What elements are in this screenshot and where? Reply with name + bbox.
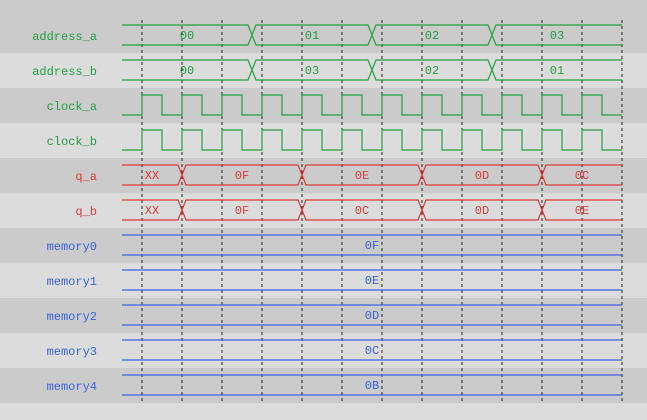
bus-value: 0D [475, 169, 489, 183]
bus-value: 00 [180, 64, 194, 78]
signal-label: clock_a [47, 100, 97, 114]
row-band [0, 158, 647, 193]
bus-value: 01 [550, 64, 564, 78]
header-band [0, 0, 647, 18]
row-band [0, 368, 647, 403]
row-band [0, 298, 647, 333]
bus-value: 0C [575, 169, 589, 183]
bus-value: XX [145, 204, 159, 218]
signal-label: memory3 [47, 345, 97, 359]
signal-label: q_b [75, 205, 97, 219]
row-band [0, 88, 647, 123]
clock-wave [122, 94, 622, 116]
signal-label: q_a [75, 170, 97, 184]
bus-value: 0B [365, 379, 379, 393]
bus-segment [122, 234, 622, 256]
bus-segment [491, 59, 622, 81]
bus-value: 01 [305, 29, 319, 43]
signal-q_a: q_a XX 0F 0E 0D 0C [75, 164, 622, 186]
signal-address_a: address_a 00 01 02 03 [32, 24, 622, 46]
signal-memory1: memory1 0E [47, 269, 622, 291]
signal-memory3: memory3 0C [47, 339, 622, 361]
signal-clock_b: clock_b [47, 129, 622, 151]
bus-segment [541, 164, 622, 186]
signal-address_b: address_b 00 03 02 01 [32, 59, 622, 81]
bus-value: 0E [575, 204, 589, 218]
bus-value: 03 [305, 64, 319, 78]
bus-value: XX [145, 169, 159, 183]
row-band [0, 123, 647, 158]
signal-label: memory0 [47, 240, 97, 254]
bus-value: 02 [425, 64, 439, 78]
bus-value: 0E [365, 274, 379, 288]
bus-value: 0F [235, 169, 249, 183]
bus-segment [541, 199, 622, 221]
bus-segment [122, 339, 622, 361]
bus-segment [122, 269, 622, 291]
row-band [0, 53, 647, 88]
bus-segment [122, 374, 622, 396]
row-band [0, 193, 647, 228]
signal-label: memory1 [47, 275, 97, 289]
signal-label: memory4 [47, 380, 97, 394]
bus-value: 0F [365, 239, 379, 253]
bus-value: 0E [355, 169, 369, 183]
row-band [0, 333, 647, 368]
signal-q_b: q_b XX 0F 0C 0D 0E [75, 199, 622, 221]
row-band [0, 263, 647, 298]
bus-value: 0D [475, 204, 489, 218]
signal-label: address_a [32, 30, 97, 44]
bus-value: 02 [425, 29, 439, 43]
bus-value: 03 [550, 29, 564, 43]
bus-value: 0C [365, 344, 379, 358]
signal-label: memory2 [47, 310, 97, 324]
row-band [0, 228, 647, 263]
bus-segment [122, 304, 622, 326]
bus-value: 0D [365, 309, 379, 323]
bus-value: 00 [180, 29, 194, 43]
signal-memory2: memory2 0D [47, 304, 622, 326]
bus-value: 0C [355, 204, 369, 218]
bus-value: 0F [235, 204, 249, 218]
row-band [0, 18, 647, 53]
signal-memory4: memory4 0B [47, 374, 622, 396]
signal-label: clock_b [47, 135, 97, 149]
signal-memory0: memory0 0F [47, 234, 622, 256]
bus-segment [491, 24, 622, 46]
signal-label: address_b [32, 65, 97, 79]
signal-clock_a: clock_a [47, 94, 622, 116]
clock-wave [122, 129, 622, 151]
